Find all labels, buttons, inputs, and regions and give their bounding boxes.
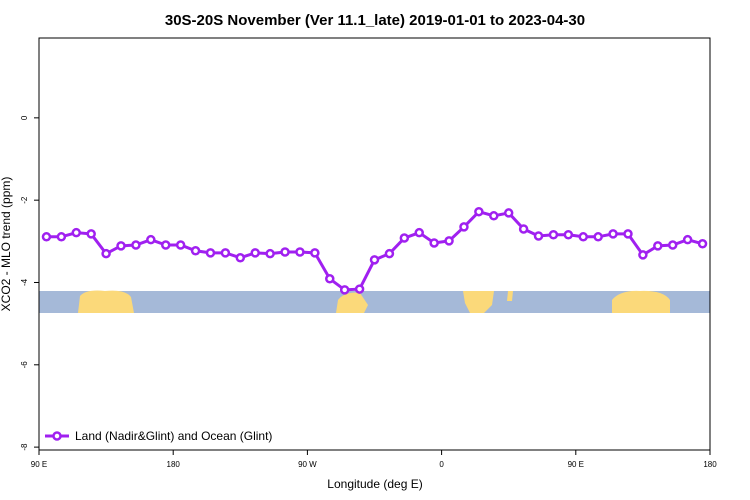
x-tick-label: 180: [167, 460, 181, 469]
data-point: [116, 241, 126, 251]
data-point: [667, 240, 678, 250]
data-point: [638, 250, 648, 260]
plot-frame: [38, 37, 711, 451]
data-point: [101, 248, 111, 259]
data-point: [175, 240, 186, 250]
data-point: [623, 229, 633, 239]
y-tick-label: 0: [20, 115, 29, 120]
x-tick-label: 0: [439, 460, 444, 469]
data-point: [265, 248, 275, 259]
data-point: [518, 224, 529, 234]
data-point: [86, 229, 96, 239]
data-point: [444, 236, 454, 246]
x-tick-label: 90 E: [568, 460, 584, 469]
y-tick-label: -2: [20, 196, 29, 204]
data-point: [280, 247, 290, 257]
data-point: [429, 238, 439, 248]
data-point: [131, 240, 141, 250]
y-axis-label: XCO2 - MLO trend (ppm): [0, 177, 13, 312]
x-axis-label: Longitude (deg E): [327, 477, 422, 491]
data-point: [205, 248, 216, 258]
data-point: [697, 239, 708, 249]
data-point: [160, 240, 171, 250]
data-point: [578, 232, 589, 242]
chart-title: 30S-20S November (Ver 11.1_late) 2019-01…: [165, 12, 585, 29]
y-tick-label: -8: [20, 443, 29, 451]
data-point: [653, 241, 663, 251]
x-tick-label: 90 E: [31, 460, 47, 469]
data-point: [250, 248, 260, 258]
data-point: [503, 208, 514, 218]
data-point: [190, 246, 201, 256]
data-point: [369, 255, 380, 265]
data-point: [682, 234, 693, 245]
x-tick-label: 90 W: [298, 460, 317, 469]
data-point: [339, 285, 350, 295]
data-point: [325, 274, 335, 284]
data-point: [56, 232, 67, 242]
data-point: [459, 222, 469, 232]
data-point: [295, 247, 305, 257]
map-strip: [39, 290, 710, 313]
data-point: [71, 227, 82, 238]
data-point: [399, 233, 410, 243]
data-point: [474, 206, 484, 217]
data-point: [563, 229, 574, 240]
data-point: [414, 227, 424, 238]
data-point: [489, 211, 499, 221]
data-point: [593, 232, 603, 242]
y-tick-label: -6: [20, 361, 29, 369]
data-point: [220, 248, 231, 258]
legend-label: Land (Nadir&Glint) and Ocean (Glint): [75, 429, 272, 443]
data-point: [608, 229, 618, 239]
y-tick-label: -4: [20, 278, 29, 286]
data-point: [310, 248, 320, 258]
series-line: [46, 210, 703, 292]
data-point: [146, 234, 156, 245]
data-point: [548, 229, 559, 240]
legend-marker: [52, 431, 62, 441]
data-point: [384, 248, 395, 259]
data-point: [354, 284, 365, 294]
x-tick-label: 180: [703, 460, 717, 469]
data-point: [41, 232, 52, 242]
data-point: [235, 253, 246, 263]
data-point: [533, 231, 544, 241]
